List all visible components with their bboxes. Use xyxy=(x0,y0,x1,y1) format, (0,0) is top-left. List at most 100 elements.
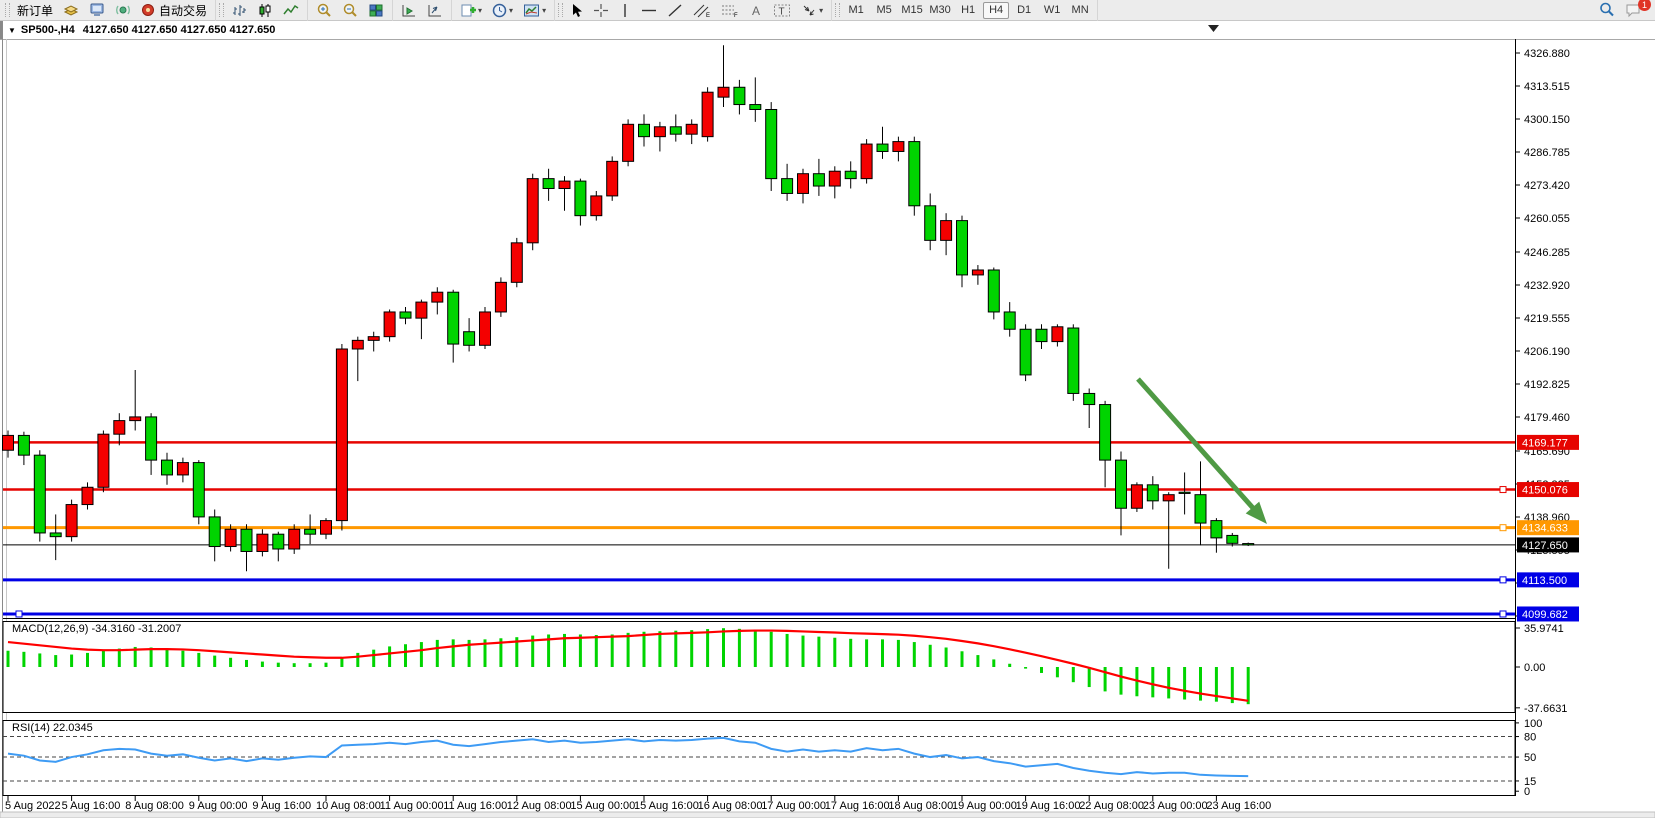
candle-body xyxy=(590,195,603,217)
trendline-button[interactable] xyxy=(663,1,687,19)
crosshair-button[interactable] xyxy=(589,1,613,19)
text-button[interactable]: A xyxy=(745,1,767,19)
timeframe-h4[interactable]: H4 xyxy=(983,1,1010,19)
macd-bar xyxy=(690,630,694,667)
candle-body xyxy=(479,311,491,346)
line-handle[interactable] xyxy=(1499,524,1507,532)
line-handle[interactable] xyxy=(15,610,23,618)
timeframe-m30[interactable]: M30 xyxy=(929,4,951,16)
candle-body xyxy=(2,434,14,451)
equidistant-channel-button[interactable]: E xyxy=(689,1,715,19)
line-chart-icon xyxy=(283,4,299,14)
macd-bar xyxy=(1119,667,1123,695)
macd-bar xyxy=(133,646,137,667)
timeframe-m1[interactable]: M1 xyxy=(848,4,864,16)
price-tick-label: 4219.555 xyxy=(1524,313,1570,325)
chart-menu-icon[interactable]: ▼ xyxy=(8,25,16,35)
vertical-line-button[interactable] xyxy=(615,1,635,19)
candle-body xyxy=(81,486,94,506)
rsi-tick-label: 0 xyxy=(1524,786,1530,798)
candle-body xyxy=(129,416,142,422)
text-label-button[interactable]: T xyxy=(769,1,795,19)
broadcast-icon xyxy=(116,5,131,15)
horizontal-level-lines[interactable] xyxy=(3,441,1515,618)
search-button[interactable] xyxy=(1595,1,1619,19)
signals-icon[interactable] xyxy=(111,1,135,19)
cursor-button[interactable] xyxy=(566,1,587,19)
tile-windows-icon xyxy=(369,4,383,16)
candle-body xyxy=(844,170,857,180)
chart-play-icon xyxy=(402,4,416,16)
autotrading-button[interactable]: 自动交易 xyxy=(137,1,211,19)
macd-bar xyxy=(833,637,837,667)
candle-body xyxy=(304,528,317,535)
indicator-list-button[interactable] xyxy=(423,1,447,19)
arrow-shaft[interactable] xyxy=(1136,377,1255,510)
toolbar-group-new: ▾ ▾ ▾ xyxy=(452,0,556,21)
market-watch-icon[interactable] xyxy=(59,1,83,19)
candle-body xyxy=(717,86,730,98)
timeframe-d1[interactable]: D1 xyxy=(1017,4,1032,16)
candle-body xyxy=(812,173,825,187)
macd-bar xyxy=(435,639,439,667)
new-order-button[interactable]: 新订单 xyxy=(17,3,54,18)
macd-bar xyxy=(86,652,89,667)
rsi-label: RSI(14) 22.0345 xyxy=(12,722,93,734)
macd-bar xyxy=(197,652,201,667)
zoom-in-button[interactable] xyxy=(312,1,336,19)
toolbar-grip[interactable] xyxy=(558,3,564,17)
indicator-window-button[interactable] xyxy=(397,1,421,19)
timeframe-mn[interactable]: MN xyxy=(1071,4,1089,16)
macd-bar xyxy=(753,629,757,667)
toolbar-grip[interactable] xyxy=(835,3,841,17)
timeframe-w1[interactable]: W1 xyxy=(1043,4,1061,16)
candle-body xyxy=(749,104,762,110)
line-handle[interactable] xyxy=(1499,610,1507,618)
time-tick-label: 9 Aug 00:00 xyxy=(189,800,248,812)
toolbar-grip[interactable] xyxy=(5,3,10,17)
trend-arrow-annotation[interactable] xyxy=(1136,377,1267,524)
template-button[interactable]: ▾ xyxy=(519,1,550,19)
zoom-out-button[interactable] xyxy=(338,1,362,19)
candle-body xyxy=(797,173,809,194)
timeframe-m5[interactable]: M5 xyxy=(876,4,892,16)
toolbar-grip[interactable] xyxy=(219,3,225,17)
clock-icon xyxy=(492,3,507,17)
horizontal-line-button[interactable] xyxy=(637,1,661,19)
period-button[interactable]: ▾ xyxy=(488,1,517,19)
price-tick-label: 4112.230 xyxy=(1524,578,1569,590)
terminal-icon[interactable] xyxy=(85,1,109,19)
tile-windows-button[interactable] xyxy=(364,1,388,19)
rsi-tick-label: 100 xyxy=(1524,718,1542,730)
timeframe-h1[interactable]: H1 xyxy=(961,4,976,16)
timeframe-m15[interactable]: M15 xyxy=(901,4,923,16)
candle-body xyxy=(113,420,126,435)
bar-chart-button[interactable] xyxy=(227,1,251,19)
svg-text:E: E xyxy=(706,13,710,18)
price-tick-label: 4232.920 xyxy=(1524,280,1570,292)
macd-bar xyxy=(1024,667,1028,669)
arrow-head[interactable] xyxy=(1245,501,1267,524)
macd-bar xyxy=(722,628,725,667)
line-chart-button[interactable] xyxy=(279,1,303,19)
macd-bar xyxy=(658,631,662,667)
macd-bar xyxy=(1246,667,1250,705)
macd-bar xyxy=(260,661,264,667)
line-handle[interactable] xyxy=(1499,576,1507,584)
macd-bar xyxy=(213,655,217,667)
macd-bar xyxy=(801,635,805,667)
candlestick-chart-button[interactable] xyxy=(253,1,277,19)
fibonacci-button[interactable]: F xyxy=(717,1,743,19)
macd-bar xyxy=(483,639,487,667)
shapes-button[interactable]: ▾ xyxy=(797,1,827,19)
time-tick-label: 17 Aug 16:00 xyxy=(825,800,890,812)
line-handle[interactable] xyxy=(1499,486,1507,494)
candle-body xyxy=(288,528,301,550)
notifications-button[interactable]: 1 xyxy=(1621,0,1651,19)
new-chart-button[interactable]: ▾ xyxy=(456,1,486,19)
vertical-line-icon xyxy=(624,3,626,17)
price-tag xyxy=(1517,572,1579,588)
candle-body xyxy=(1019,328,1032,376)
candle-body xyxy=(1210,520,1223,539)
